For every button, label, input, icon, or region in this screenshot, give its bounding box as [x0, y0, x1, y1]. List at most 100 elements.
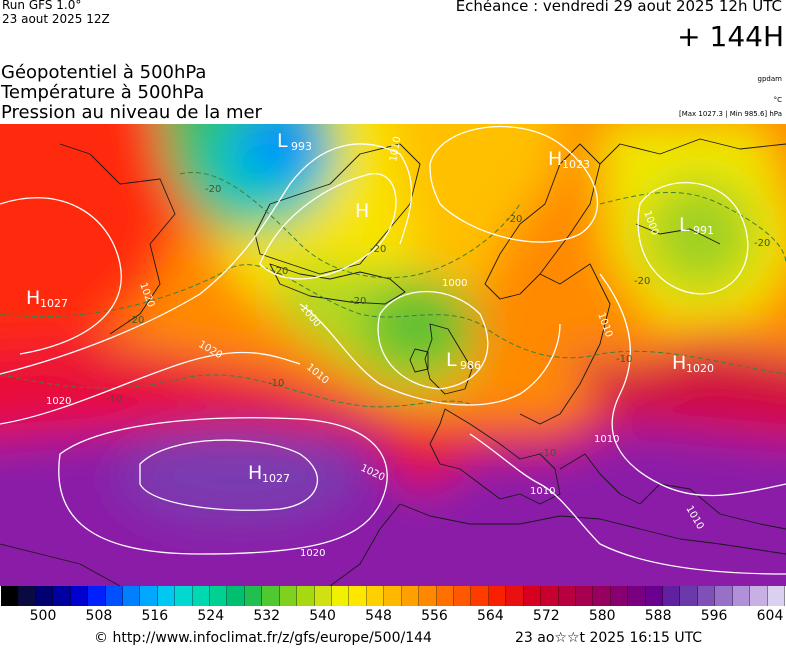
system-value: 993	[291, 140, 312, 153]
isotherm-label: -20	[634, 276, 650, 287]
pressure-system-6[interactable]: L 986	[446, 349, 481, 372]
isotherm-label: -20	[272, 266, 288, 277]
pressure-system-4[interactable]: L 991	[679, 214, 714, 237]
system-type: L	[446, 349, 457, 371]
geopotential-field	[0, 124, 786, 586]
pressure-system-2[interactable]: H	[355, 200, 369, 222]
isotherm-labels: -10 -10 -20 -20 -20 -20 -20 -20 -10 -10 …	[106, 184, 770, 459]
isotherm-label: -20	[754, 238, 770, 249]
system-value: 1023	[562, 158, 590, 171]
system-type: H	[355, 200, 369, 222]
color-swatch-18	[314, 586, 333, 606]
isotherm-label: -20	[370, 244, 386, 255]
map-canvas: L 993 H H 1023 L 991 H 1027 L 986 H 1020…	[0, 124, 786, 586]
run-date: 23 aout 2025 12Z	[2, 12, 110, 26]
isobar-label: 1020	[300, 548, 325, 559]
scale-tick-label: 564	[477, 608, 504, 624]
system-value: 1020	[686, 362, 714, 375]
valid-time: Echéance : vendredi 29 aout 2025 12h UTC	[455, 0, 782, 15]
scale-tick-label: 556	[421, 608, 448, 624]
pressure-range: [Max 1027.3 | Min 985.6] hPa	[678, 110, 782, 118]
pressure-system-3[interactable]: H 1023	[548, 148, 590, 171]
param-temperature: Température à 500hPa	[1, 82, 205, 103]
system-type: L	[679, 214, 690, 236]
pressure-system-5[interactable]: H 1027	[26, 287, 68, 310]
color-swatch-27	[471, 586, 489, 606]
system-type: H	[248, 462, 262, 484]
color-scale-bar	[1, 586, 785, 606]
color-swatch-13	[227, 586, 245, 606]
color-swatch-32	[558, 586, 576, 606]
pressure-system-1[interactable]: L 993	[277, 130, 312, 153]
color-swatch-33	[575, 586, 594, 606]
system-type: H	[548, 148, 562, 170]
isotherm-label: -20	[205, 184, 221, 195]
system-type: L	[277, 130, 288, 152]
isobar-label: 1020	[46, 396, 71, 407]
isobars	[0, 126, 786, 575]
scale-tick-label: 500	[29, 608, 57, 624]
color-swatch-26	[453, 586, 472, 606]
color-swatch-38	[663, 586, 681, 606]
isobar-label: 1000	[442, 278, 467, 289]
color-swatch-12	[210, 586, 228, 606]
color-swatch-19	[332, 586, 350, 606]
color-swatch-44	[767, 586, 785, 606]
coastlines	[0, 138, 786, 586]
scale-tick-label: 516	[141, 608, 169, 624]
color-swatch-20	[349, 586, 367, 606]
pressure-system-8[interactable]: H 1027	[248, 462, 290, 485]
run-label: Run GFS 1.0°	[2, 0, 82, 12]
color-swatch-28	[488, 586, 507, 606]
isobar-label: 1010	[530, 486, 555, 497]
source-url[interactable]: © http://www.infoclimat.fr/z/gfs/europe/…	[94, 630, 432, 646]
color-swatch-24	[419, 586, 437, 606]
isotherm-label: -20	[350, 296, 366, 307]
color-swatch-22	[384, 586, 402, 606]
isotherm-label: -10	[540, 448, 556, 459]
param-geopotential: Géopotentiel à 500hPa	[1, 62, 207, 83]
color-swatch-30	[523, 586, 542, 606]
color-swatch-34	[593, 586, 611, 606]
color-swatch-9	[157, 586, 176, 606]
pressure-system-7[interactable]: H 1020	[672, 352, 714, 375]
color-swatch-4	[70, 586, 89, 606]
color-swatch-6	[105, 586, 123, 606]
scale-tick-label: 572	[532, 608, 560, 624]
color-swatch-16	[279, 586, 298, 606]
isotherm-label: -20	[506, 214, 522, 225]
color-swatch-29	[506, 586, 524, 606]
color-swatch-10	[175, 586, 193, 606]
isotherm-label: -10	[106, 394, 122, 405]
scale-tick-label: 524	[197, 608, 225, 624]
weather-map[interactable]: L 993 H H 1023 L 991 H 1027 L 986 H 1020…	[0, 124, 786, 586]
system-value: 986	[460, 359, 481, 372]
isobar-label: 1010	[388, 136, 403, 163]
system-value: 991	[693, 224, 714, 237]
color-swatch-21	[366, 586, 385, 606]
color-swatch-42	[732, 586, 751, 606]
scale-tick-label: 532	[253, 608, 281, 624]
color-swatch-37	[645, 586, 664, 606]
generated-time: 23 ao☆☆t 2025 16:15 UTC	[515, 630, 703, 646]
forecast-lead: + 144H	[677, 20, 784, 53]
isotherms	[0, 172, 786, 408]
scale-tick-label: 540	[309, 608, 336, 624]
system-value: 1027	[40, 297, 68, 310]
color-swatch-14	[244, 586, 263, 606]
scale-tick-label: 604	[756, 608, 784, 624]
scale-tick-label: 596	[700, 608, 728, 624]
color-swatch-5	[88, 586, 106, 606]
color-swatch-0	[1, 586, 19, 606]
scale-tick-label: 508	[85, 608, 113, 624]
color-swatch-7	[122, 586, 141, 606]
color-swatch-2	[35, 586, 54, 606]
color-swatch-31	[541, 586, 559, 606]
unit-geopotential: gpdam	[757, 75, 782, 83]
color-swatch-25	[436, 586, 454, 606]
color-swatch-23	[401, 586, 420, 606]
color-swatch-11	[192, 586, 211, 606]
color-swatch-8	[140, 586, 158, 606]
scale-tick-label: 588	[644, 608, 672, 624]
color-swatch-36	[628, 586, 646, 606]
